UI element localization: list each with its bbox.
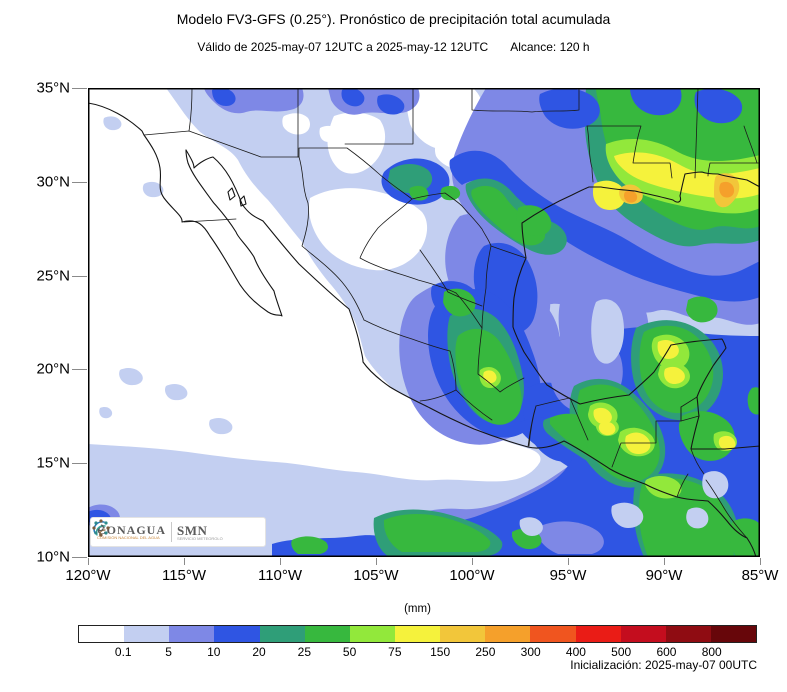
y-tick-mark <box>72 275 87 277</box>
conagua-wordmark: CONAGUA <box>97 523 166 537</box>
y-tick-label: 25°N <box>36 267 70 285</box>
colorbar-cell <box>440 626 486 642</box>
colorbar-tick-label: 600 <box>656 645 677 659</box>
y-tick-mark <box>72 181 87 183</box>
colorbar-cell <box>710 626 757 642</box>
colorbar-cell <box>169 626 215 642</box>
colorbar-cell <box>214 626 260 642</box>
precipitation-colorbar <box>78 625 757 643</box>
map-plot-area: CONAGUA COMISIÓN NACIONAL DEL AGUA SMN S… <box>88 88 760 557</box>
colorbar-cell <box>304 626 350 642</box>
political-borders <box>143 88 760 539</box>
colorbar-tick-label: 0.1 <box>114 645 132 659</box>
y-tick-label: 15°N <box>36 454 70 472</box>
colorbar-tick-label: 300 <box>520 645 541 659</box>
colorbar-tick-label: 75 <box>388 645 402 659</box>
x-tick-mark <box>472 558 473 565</box>
colorbar-cell <box>620 626 666 642</box>
colorbar-tick-label: 400 <box>565 645 586 659</box>
colorbar-cell <box>575 626 621 642</box>
colorbar-cell <box>665 626 711 642</box>
forecast-reach-text: Alcance: 120 h <box>510 40 590 54</box>
x-tick-label: 110°W <box>257 567 303 584</box>
colorbar-tick-label: 150 <box>430 645 451 659</box>
y-tick-label: 35°N <box>36 79 70 97</box>
initialization-text: Inicialización: 2025-may-07 00UTC <box>570 658 757 672</box>
logo-divider <box>171 522 172 542</box>
colorbar-tick-label: 800 <box>701 645 722 659</box>
x-tick-mark <box>568 558 569 565</box>
colorbar-cell <box>79 626 125 642</box>
precip-map <box>88 88 760 557</box>
figure-title: Modelo FV3-GFS (0.25°). Pronóstico de pr… <box>176 11 611 27</box>
agency-logo-bar: CONAGUA COMISIÓN NACIONAL DEL AGUA SMN S… <box>90 517 266 547</box>
colorbar-tick-label: 10 <box>207 645 221 659</box>
x-tick-mark <box>376 558 377 565</box>
x-tick-mark <box>280 558 281 565</box>
colorbar-tick-label: 500 <box>611 645 632 659</box>
x-tick-label: 100°W <box>449 567 495 584</box>
colorbar-tick-label: 5 <box>165 645 172 659</box>
colorbar-cell <box>485 626 531 642</box>
colorbar-cell <box>394 626 441 642</box>
x-tick-mark <box>664 558 665 565</box>
valid-range-text: Válido de 2025-may-07 12UTC a 2025-may-1… <box>197 40 489 54</box>
y-tick-label: 10°N <box>36 548 70 566</box>
colorbar-unit-label: (mm) <box>404 603 431 615</box>
colorbar-tick-label: 250 <box>475 645 496 659</box>
x-tick-label: 115°W <box>161 567 207 584</box>
precip-field <box>88 88 760 557</box>
x-tick-mark <box>184 558 185 565</box>
colorbar-tick-label: 20 <box>252 645 266 659</box>
y-tick-label: 20°N <box>36 360 70 378</box>
smn-tagline: SERVICIO METEOROLÓGICO NACIONAL <box>177 536 223 541</box>
plot-frame <box>88 88 760 557</box>
x-tick-label: 120°W <box>65 567 111 584</box>
y-tick-mark <box>72 88 87 89</box>
smn-wordmark: SMN <box>177 522 208 538</box>
x-tick-mark <box>88 558 89 565</box>
x-tick-label: 90°W <box>645 567 683 584</box>
y-tick-mark <box>72 557 87 558</box>
colorbar-cell <box>259 626 305 642</box>
x-tick-mark <box>760 558 761 565</box>
colorbar-tick-label: 50 <box>342 645 357 659</box>
y-tick-mark <box>72 463 87 465</box>
x-tick-label: 105°W <box>353 567 399 584</box>
colorbar-cell <box>124 626 170 642</box>
x-tick-label: 95°W <box>549 567 587 584</box>
colorbar-tick-label: 25 <box>297 645 312 659</box>
colorbar-cell <box>530 626 576 642</box>
coastlines <box>88 102 760 557</box>
smn-logo-icon <box>92 519 110 537</box>
conagua-tagline: COMISIÓN NACIONAL DEL AGUA <box>97 536 160 540</box>
x-tick-label: 85°W <box>741 567 779 584</box>
y-tick-label: 30°N <box>36 173 70 191</box>
figure-subtitle: Válido de 2025-may-07 12UTC a 2025-may-1… <box>0 40 787 54</box>
y-tick-mark <box>72 369 87 371</box>
colorbar-cell <box>349 626 395 642</box>
